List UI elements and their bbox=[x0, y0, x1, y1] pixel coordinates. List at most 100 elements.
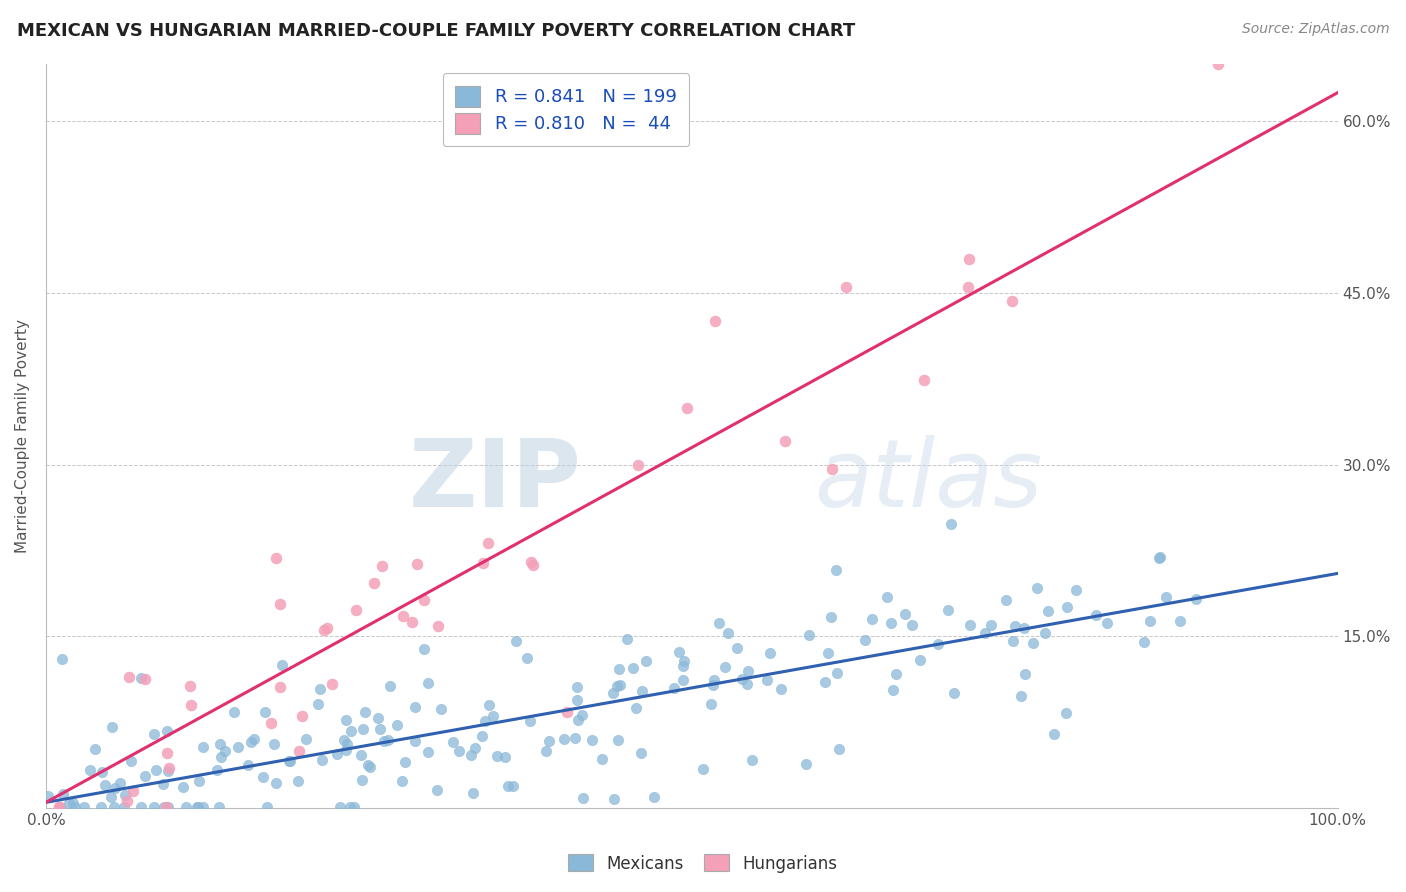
Legend: R = 0.841   N = 199, R = 0.810   N =  44: R = 0.841 N = 199, R = 0.810 N = 44 bbox=[443, 73, 689, 146]
Point bbox=[565, 692, 588, 706]
Point bbox=[120, 754, 142, 768]
Point bbox=[254, 705, 277, 719]
Point bbox=[603, 792, 626, 806]
Point bbox=[876, 591, 898, 605]
Point bbox=[180, 698, 202, 712]
Point bbox=[820, 462, 842, 476]
Point bbox=[49, 800, 72, 814]
Point bbox=[882, 683, 904, 698]
Point bbox=[191, 800, 214, 814]
Point bbox=[1154, 590, 1177, 604]
Point bbox=[100, 789, 122, 804]
Point bbox=[37, 789, 59, 804]
Point bbox=[100, 720, 122, 734]
Point bbox=[373, 734, 395, 748]
Point bbox=[266, 775, 288, 789]
Point bbox=[357, 758, 380, 772]
Text: MEXICAN VS HUNGARIAN MARRIED-COUPLE FAMILY POVERTY CORRELATION CHART: MEXICAN VS HUNGARIAN MARRIED-COUPLE FAMI… bbox=[17, 22, 855, 40]
Text: Source: ZipAtlas.com: Source: ZipAtlas.com bbox=[1241, 22, 1389, 37]
Point bbox=[79, 763, 101, 777]
Point bbox=[114, 788, 136, 802]
Point bbox=[478, 698, 501, 713]
Point bbox=[759, 646, 782, 660]
Point bbox=[828, 741, 851, 756]
Point bbox=[90, 765, 112, 780]
Point bbox=[505, 634, 527, 648]
Point bbox=[1000, 294, 1022, 309]
Point bbox=[429, 702, 451, 716]
Point bbox=[378, 680, 401, 694]
Point bbox=[741, 754, 763, 768]
Point bbox=[522, 558, 544, 572]
Point bbox=[404, 733, 426, 747]
Point bbox=[339, 800, 361, 814]
Point bbox=[315, 621, 337, 635]
Point bbox=[994, 593, 1017, 607]
Point bbox=[236, 758, 259, 772]
Point bbox=[311, 753, 333, 767]
Point bbox=[287, 774, 309, 789]
Point bbox=[834, 280, 856, 294]
Point bbox=[880, 616, 903, 631]
Point bbox=[725, 641, 748, 656]
Point bbox=[404, 699, 426, 714]
Point bbox=[214, 744, 236, 758]
Point bbox=[516, 650, 538, 665]
Point bbox=[269, 680, 291, 694]
Point bbox=[942, 686, 965, 700]
Point bbox=[350, 748, 373, 763]
Point bbox=[312, 623, 335, 637]
Point bbox=[477, 536, 499, 550]
Point bbox=[553, 731, 575, 746]
Y-axis label: Married-Couple Family Poverty: Married-Couple Family Poverty bbox=[15, 319, 30, 553]
Point bbox=[634, 654, 657, 668]
Point bbox=[287, 744, 309, 758]
Point bbox=[643, 789, 665, 804]
Point bbox=[224, 706, 246, 720]
Point bbox=[110, 776, 132, 790]
Point bbox=[426, 783, 449, 797]
Point bbox=[90, 800, 112, 814]
Point bbox=[326, 747, 349, 761]
Point bbox=[502, 779, 524, 793]
Point bbox=[700, 698, 723, 712]
Point bbox=[426, 619, 449, 633]
Point bbox=[571, 708, 593, 723]
Point bbox=[172, 780, 194, 794]
Point bbox=[62, 796, 84, 810]
Point bbox=[346, 603, 368, 617]
Point bbox=[591, 751, 613, 765]
Point bbox=[352, 722, 374, 736]
Point bbox=[672, 654, 695, 668]
Point bbox=[1168, 614, 1191, 628]
Point bbox=[702, 678, 724, 692]
Point bbox=[134, 672, 156, 686]
Point bbox=[252, 770, 274, 784]
Point bbox=[270, 658, 292, 673]
Point bbox=[143, 800, 166, 814]
Point bbox=[1002, 633, 1025, 648]
Point bbox=[155, 746, 177, 760]
Point bbox=[354, 705, 377, 719]
Point bbox=[939, 517, 962, 532]
Point bbox=[463, 786, 485, 800]
Point bbox=[291, 709, 314, 723]
Point bbox=[263, 737, 285, 751]
Point bbox=[567, 713, 589, 727]
Point bbox=[406, 557, 429, 571]
Point bbox=[336, 737, 359, 751]
Point bbox=[187, 800, 209, 814]
Point bbox=[460, 747, 482, 762]
Text: ZIP: ZIP bbox=[409, 434, 582, 526]
Point bbox=[209, 750, 232, 764]
Point bbox=[1133, 635, 1156, 649]
Point bbox=[1084, 607, 1107, 622]
Point bbox=[817, 646, 839, 660]
Point bbox=[662, 681, 685, 696]
Point bbox=[226, 740, 249, 755]
Point bbox=[367, 711, 389, 725]
Point bbox=[520, 555, 543, 569]
Point bbox=[329, 800, 352, 814]
Point bbox=[894, 607, 917, 621]
Point bbox=[52, 787, 75, 801]
